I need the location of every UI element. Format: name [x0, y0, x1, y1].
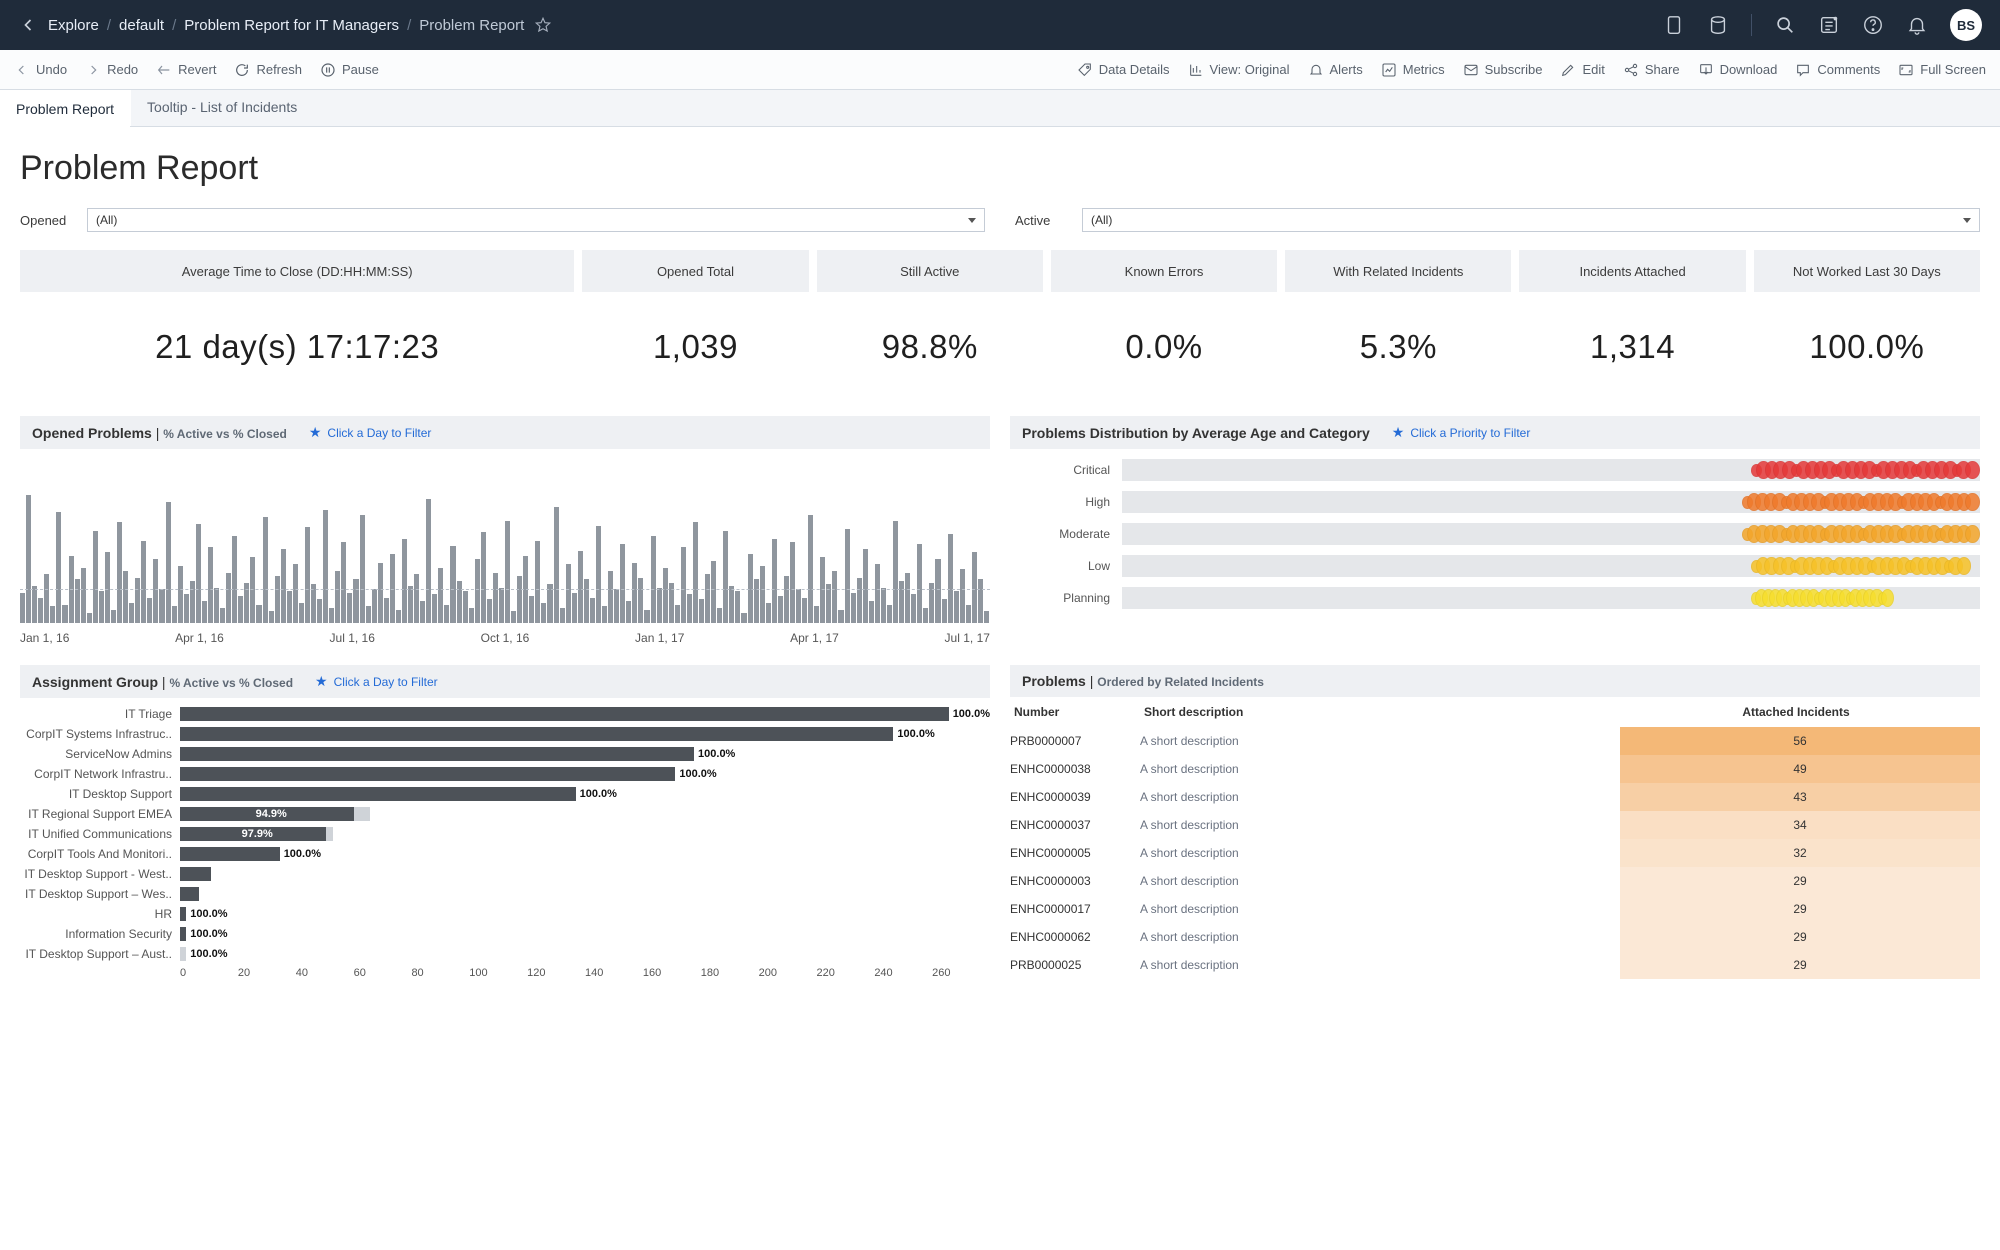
kpi-value-opened-total: 1,039	[582, 300, 808, 394]
action-bar: Undo Redo Revert Refresh Pause Data Deta…	[0, 50, 2000, 90]
refresh-button[interactable]: Refresh	[234, 62, 302, 78]
list-icon[interactable]	[1818, 14, 1840, 36]
problems-panel: Problems | Ordered by Related Incidents …	[1010, 665, 1980, 979]
alerts-button[interactable]: Alerts	[1308, 62, 1363, 78]
kpi-label-avg-close: Average Time to Close (DD:HH:MM:SS)	[20, 250, 574, 292]
metrics-icon	[1381, 62, 1397, 78]
priority-distribution-panel: Problems Distribution by Average Age and…	[1010, 416, 1980, 645]
dashboard: Problem Report Opened (All) Active (All)…	[0, 127, 2000, 1009]
assignment-group-panel: Assignment Group | % Active vs % Closed …	[20, 665, 990, 979]
kpi-label-known-errors: Known Errors	[1051, 250, 1277, 292]
opened-filter-hint[interactable]: ★Click a Day to Filter	[309, 424, 432, 441]
favorite-icon[interactable]	[534, 16, 552, 34]
kpi-label-opened-total: Opened Total	[582, 250, 808, 292]
col-number: Number	[1014, 705, 1144, 719]
pencil-icon	[1560, 62, 1576, 78]
filter-opened-label: Opened	[20, 213, 75, 228]
col-incidents: Attached Incidents	[1616, 705, 1976, 719]
share-icon	[1623, 62, 1639, 78]
kpi-value-related-incidents: 5.3%	[1285, 300, 1511, 394]
crumb-project[interactable]: default	[119, 17, 164, 34]
crumb-explore[interactable]: Explore	[48, 17, 99, 34]
download-button[interactable]: Download	[1698, 62, 1778, 78]
assignment-filter-hint[interactable]: ★Click a Day to Filter	[315, 673, 438, 690]
comments-button[interactable]: Comments	[1795, 62, 1880, 78]
priority-filter-hint[interactable]: ★Click a Priority to Filter	[1392, 424, 1531, 441]
problems-table[interactable]: PRB0000007A short description56ENHC00000…	[1010, 727, 1980, 979]
top-nav: Explore / default / Problem Report for I…	[0, 0, 2000, 50]
pause-button[interactable]: Pause	[320, 62, 379, 78]
subscribe-button[interactable]: Subscribe	[1463, 62, 1543, 78]
kpi-label-not-worked: Not Worked Last 30 Days	[1754, 250, 1980, 292]
revert-button[interactable]: Revert	[156, 62, 216, 78]
tab-problem-report[interactable]: Problem Report	[0, 90, 131, 126]
fullscreen-icon	[1898, 62, 1914, 78]
kpi-value-not-worked: 100.0%	[1754, 300, 1980, 394]
user-avatar[interactable]: BS	[1950, 9, 1982, 41]
notifications-icon[interactable]	[1906, 14, 1928, 36]
fullscreen-button[interactable]: Full Screen	[1898, 62, 1986, 78]
search-icon[interactable]	[1774, 14, 1796, 36]
kpi-label-related-incidents: With Related Incidents	[1285, 250, 1511, 292]
filter-active-dropdown[interactable]: (All)	[1082, 208, 1980, 232]
chart-icon	[1188, 62, 1204, 78]
nav-divider	[1751, 14, 1752, 36]
filter-opened-dropdown[interactable]: (All)	[87, 208, 985, 232]
kpi-label-incidents-attached: Incidents Attached	[1519, 250, 1745, 292]
device-preview-icon[interactable]	[1663, 14, 1685, 36]
crumb-workbook[interactable]: Problem Report for IT Managers	[184, 17, 399, 34]
refresh-icon	[234, 62, 250, 78]
data-source-icon[interactable]	[1707, 14, 1729, 36]
tab-tooltip-incidents[interactable]: Tooltip - List of Incidents	[131, 90, 314, 126]
tag-icon	[1077, 62, 1093, 78]
redo-icon	[85, 62, 101, 78]
back-icon[interactable]	[18, 15, 38, 35]
crumb-view: Problem Report	[419, 17, 524, 34]
metrics-button[interactable]: Metrics	[1381, 62, 1445, 78]
mail-icon	[1463, 62, 1479, 78]
data-details-button[interactable]: Data Details	[1077, 62, 1170, 78]
kpi-value-avg-close: 21 day(s) 17:17:23	[20, 300, 574, 394]
revert-icon	[156, 62, 172, 78]
kpi-value-still-active: 98.8%	[817, 300, 1043, 394]
chevron-down-icon	[968, 218, 976, 223]
filter-active-label: Active	[1015, 213, 1070, 228]
pause-icon	[320, 62, 336, 78]
view-original-button[interactable]: View: Original	[1188, 62, 1290, 78]
col-desc: Short description	[1144, 705, 1616, 719]
kpi-label-still-active: Still Active	[817, 250, 1043, 292]
bell-icon	[1308, 62, 1324, 78]
priority-chart[interactable]: CriticalHighModerateLowPlanning	[1010, 455, 1980, 613]
redo-button[interactable]: Redo	[85, 62, 138, 78]
page-title: Problem Report	[20, 149, 1980, 188]
breadcrumbs: Explore / default / Problem Report for I…	[48, 17, 524, 34]
sheet-tabs: Problem Report Tooltip - List of Inciden…	[0, 90, 2000, 127]
share-button[interactable]: Share	[1623, 62, 1680, 78]
kpi-value-incidents-attached: 1,314	[1519, 300, 1745, 394]
undo-button[interactable]: Undo	[14, 62, 67, 78]
chevron-down-icon	[1963, 218, 1971, 223]
assignment-group-chart[interactable]: IT Triage100.0%CorpIT Systems Infrastruc…	[20, 704, 990, 963]
opened-problems-panel: Opened Problems | % Active vs % Closed ★…	[20, 416, 990, 645]
opened-problems-chart[interactable]: Jan 1, 16Apr 1, 16Jul 1, 16Oct 1, 16Jan …	[20, 455, 990, 645]
download-icon	[1698, 62, 1714, 78]
kpi-value-known-errors: 0.0%	[1051, 300, 1277, 394]
undo-icon	[14, 62, 30, 78]
edit-button[interactable]: Edit	[1560, 62, 1604, 78]
help-icon[interactable]	[1862, 14, 1884, 36]
comment-icon	[1795, 62, 1811, 78]
